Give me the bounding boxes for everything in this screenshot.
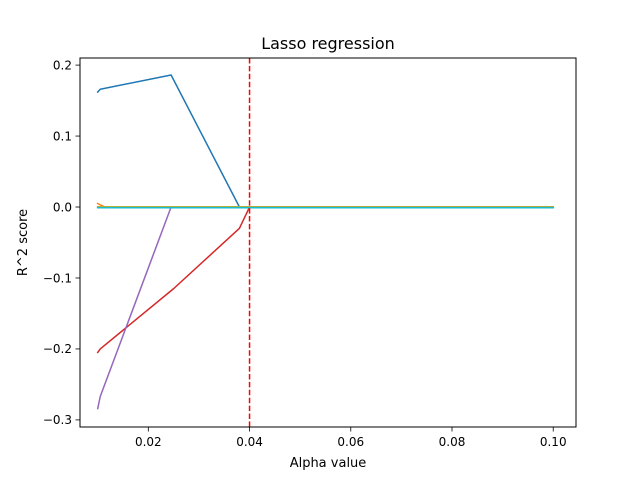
x-tick-label: 0.08 xyxy=(439,435,466,449)
y-tick-label: 0.1 xyxy=(53,129,72,143)
x-axis-label: Alpha value xyxy=(290,456,367,471)
y-tick-label: −0.2 xyxy=(43,342,72,356)
y-tick-label: −0.3 xyxy=(43,413,72,427)
x-tick-label: 0.06 xyxy=(337,435,364,449)
chart-title: Lasso regression xyxy=(261,34,395,53)
x-tick-label: 0.02 xyxy=(135,435,162,449)
y-tick-label: 0.0 xyxy=(53,200,72,214)
axes: 0.02 0.04 0.06 0.08 0.10 −0.3 −0.2 −0.1 0.0 0.1 0.… xyxy=(43,58,567,449)
x-tick-label: 0.04 xyxy=(236,435,263,449)
x-tick-label: 0.10 xyxy=(540,435,567,449)
y-tick-label: −0.1 xyxy=(43,271,72,285)
axes-frame xyxy=(79,57,577,428)
plot-area xyxy=(96,58,554,427)
y-axis-label: R^2 score xyxy=(16,209,31,276)
y-tick-label: 0.2 xyxy=(53,58,72,72)
